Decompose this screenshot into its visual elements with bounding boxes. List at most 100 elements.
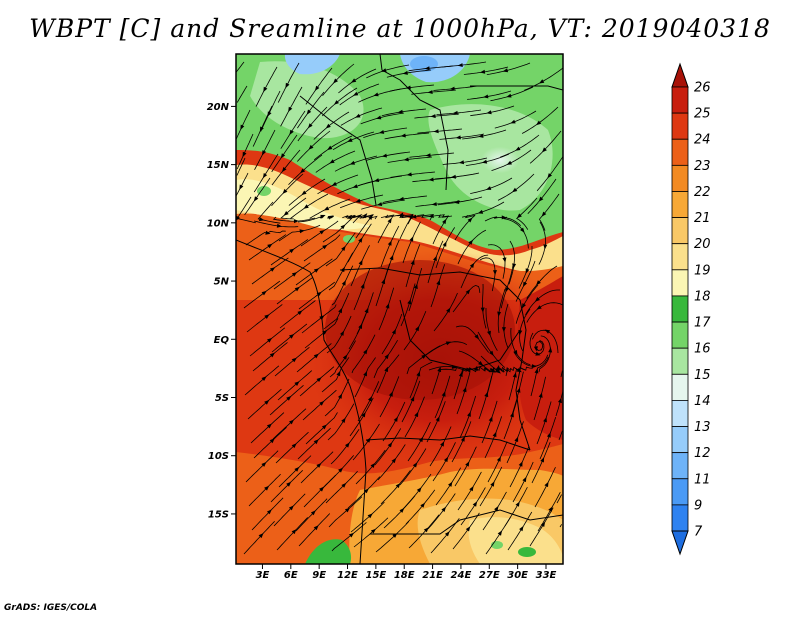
- streamline-arrow: [543, 417, 547, 423]
- streamline: [532, 329, 559, 354]
- colorbar-label: 20: [694, 237, 711, 252]
- streamline-arrow: [513, 350, 518, 356]
- streamline: [426, 401, 446, 443]
- streamline-arrow: [440, 441, 445, 447]
- lat-label: 20N: [207, 102, 230, 113]
- streamline: [252, 342, 288, 372]
- colorbar-label: 14: [694, 394, 711, 409]
- lon-label: 12E: [337, 570, 358, 581]
- streamline-arrow: [363, 371, 367, 377]
- streamline: [559, 524, 563, 528]
- streamline: [538, 193, 560, 231]
- streamline-arrow: [487, 330, 491, 337]
- streamline-arrow: [535, 120, 542, 126]
- streamline-arrow: [538, 196, 544, 202]
- streamline: [411, 89, 457, 95]
- streamline-arrow: [540, 521, 546, 527]
- streamline-arrow: [409, 236, 414, 242]
- shade-green-south: [305, 539, 352, 564]
- streamline-arrow: [294, 466, 300, 472]
- streamline-arrow: [416, 487, 422, 493]
- streamline-arrow: [381, 68, 387, 73]
- streamline: [334, 155, 378, 172]
- streamline-arrow: [519, 525, 524, 532]
- streamline: [290, 193, 329, 219]
- streamline: [313, 111, 350, 140]
- streamline: [251, 257, 289, 285]
- streamline: [431, 367, 457, 395]
- streamline: [297, 91, 325, 129]
- longitude-axis: 3E 6E 9E 12E 15E 18E 21E 24E 27E 30E 33E: [256, 564, 557, 581]
- streamline: [355, 449, 386, 485]
- streamline: [401, 380, 421, 423]
- streamline: [519, 308, 531, 352]
- streamline-arrow: [536, 305, 542, 310]
- streamline: [342, 215, 361, 224]
- streamline: [328, 252, 354, 291]
- streamline: [512, 461, 534, 503]
- streamline: [274, 346, 310, 377]
- streamline: [526, 302, 563, 323]
- streamline-arrow: [360, 283, 365, 289]
- streamline-arrow: [516, 213, 522, 219]
- streamline: [524, 67, 563, 91]
- streamline-arrow: [427, 90, 433, 94]
- streamline: [530, 356, 549, 397]
- streamline-arrow: [462, 386, 467, 393]
- streamline-arrow: [306, 109, 312, 115]
- streamline-arrow: [506, 160, 512, 165]
- streamline: [462, 129, 507, 140]
- streamline: [506, 421, 524, 464]
- lat-label: 15S: [208, 509, 229, 520]
- colorbar-label: 18: [694, 289, 711, 304]
- shade-red-east: [517, 276, 563, 440]
- streamline-arrow: [286, 481, 292, 487]
- streamline-arrow: [321, 424, 327, 430]
- streamline: [297, 427, 331, 460]
- streamline: [477, 331, 506, 368]
- streamline-arrow: [285, 82, 290, 89]
- streamline: [430, 264, 446, 308]
- streamline-arrow: [403, 157, 409, 162]
- streamline: [352, 423, 380, 461]
- streamline-arrow: [506, 93, 512, 98]
- streamline: [357, 381, 380, 422]
- streamline-arrow: [338, 393, 343, 399]
- streamline-arrow: [342, 354, 348, 360]
- streamline-arrow: [387, 442, 393, 448]
- streamline: [253, 426, 287, 459]
- streamline: [353, 267, 371, 311]
- streamline: [365, 151, 411, 161]
- streamline: [298, 281, 336, 310]
- streamline: [276, 276, 314, 305]
- streamline-arrow: [280, 153, 286, 159]
- border-south-1: [365, 435, 531, 451]
- streamline: [271, 149, 301, 186]
- streamline-arrow: [384, 353, 389, 360]
- streamline: [377, 444, 406, 481]
- streamline-arrow: [492, 431, 497, 438]
- streamline-arrow: [264, 314, 270, 319]
- streamline-arrow: [445, 341, 452, 346]
- shade-green-spot-se: [518, 547, 536, 557]
- streamline-arrow: [381, 278, 386, 285]
- streamline: [353, 517, 389, 548]
- streamline: [236, 61, 245, 73]
- streamline-arrow: [441, 506, 446, 512]
- streamline: [509, 446, 530, 488]
- streamline: [503, 216, 529, 249]
- lat-label: 15N: [207, 160, 230, 171]
- streamline: [298, 513, 331, 547]
- streamline-arrow: [474, 334, 480, 340]
- streamline-arrow: [410, 396, 415, 402]
- streamline-arrow: [259, 126, 264, 132]
- streamline-arrow: [547, 173, 552, 179]
- streamline-arrow: [412, 462, 418, 468]
- streamline: [254, 129, 276, 170]
- streamline: [452, 512, 480, 550]
- streamline-arrow: [258, 533, 264, 539]
- lon-label: 15E: [365, 570, 386, 581]
- streamline: [432, 214, 450, 245]
- streamline: [439, 133, 485, 140]
